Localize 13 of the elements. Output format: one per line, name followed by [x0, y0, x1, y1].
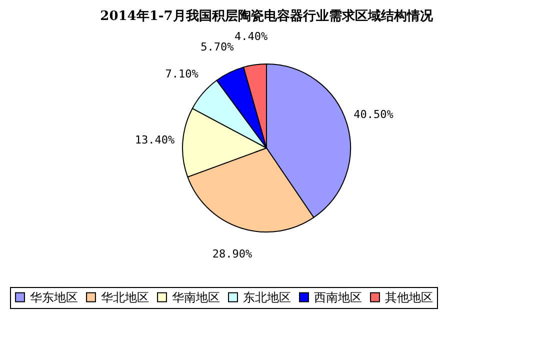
- legend-label: 西南地区: [314, 290, 362, 304]
- data-label: 13.40%: [134, 133, 176, 146]
- data-label: 5.70%: [200, 40, 234, 54]
- chart-title: 2014年1-7月我国积层陶瓷电容器行业需求区域结构情况: [100, 8, 434, 24]
- legend-label: 其他地区: [385, 290, 433, 304]
- legend-label: 东北地区: [243, 290, 291, 304]
- data-label: 28.90%: [212, 248, 252, 261]
- legend-label: 华南地区: [172, 290, 220, 304]
- data-label: 4.40%: [234, 30, 268, 44]
- data-label: 7.10%: [165, 68, 199, 81]
- data-label: 40.50%: [354, 108, 394, 122]
- legend-label: 华东地区: [30, 290, 78, 304]
- legend-label: 华北地区: [101, 290, 149, 304]
